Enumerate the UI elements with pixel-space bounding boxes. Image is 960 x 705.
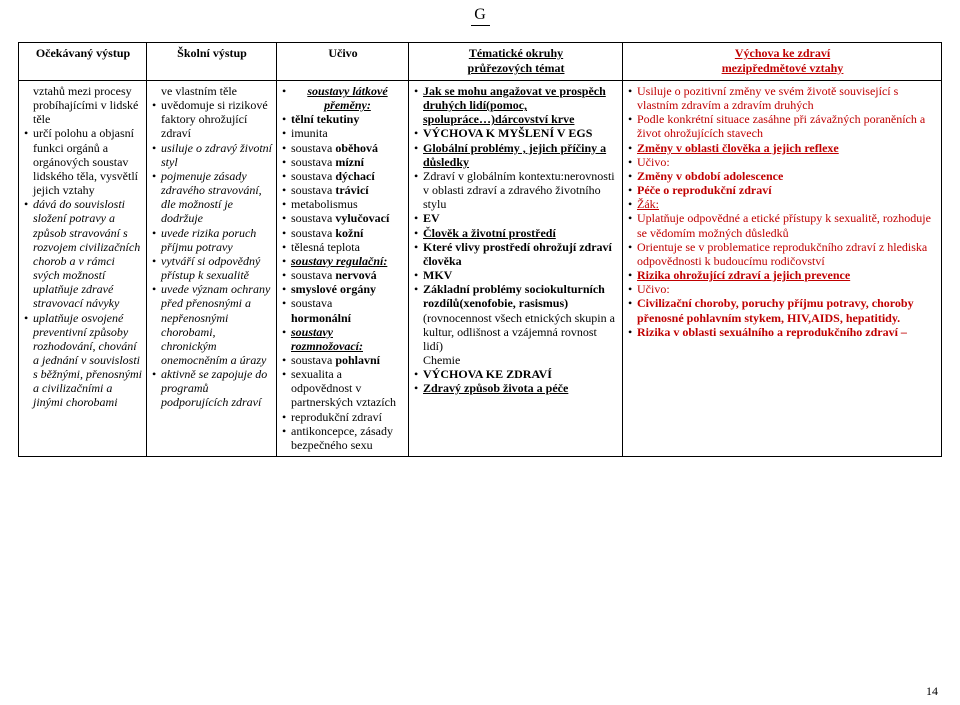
list-item: antikoncepce, zásady bezpečného sexu (282, 424, 404, 452)
cell-col5: Usiluje o pozitivní změny ve svém životě… (623, 81, 942, 457)
list-item: Rizika v oblasti sexuálního a reprodukčn… (628, 325, 937, 339)
cell-col3: soustavy látkové přeměny:tělní tekutinyi… (277, 81, 409, 457)
list-item: soustava vylučovací (282, 211, 404, 225)
list-item: soustava pohlavní (282, 353, 404, 367)
list-item: EV (414, 211, 618, 225)
cell-col1: vztahů mezi procesy probíhajícími v lids… (19, 81, 147, 457)
list-item: Uplatňuje odpovědné a etické přístupy k … (628, 211, 937, 239)
list-item: soustavyrozmnožovací: (282, 325, 404, 353)
list-item: soustava hormonální (282, 296, 404, 324)
list-item: Základní problémy sociokulturních rozdíl… (414, 282, 618, 353)
list-item: Globální problémy , jejich příčiny a důs… (414, 141, 618, 169)
list-item: tělní tekutiny (282, 112, 404, 126)
list-item: soustavy látkové přeměny: (282, 84, 404, 112)
list-item: Podle konkrétní situace zasáhne při záva… (628, 112, 937, 140)
list-item: uplatňuje osvojené preventivní způsoby r… (24, 311, 142, 410)
list-item: určí polohu a objasní funkci orgánů a or… (24, 126, 142, 197)
list-item: Změny v období adolescence (628, 169, 937, 183)
cell-col2: ve vlastním těleuvědomuje si rizikové fa… (147, 81, 277, 457)
logo-glyph: G (474, 6, 486, 23)
logo: G ⎺⎺ (18, 8, 942, 38)
header-col3: Učivo (277, 43, 409, 81)
list-item: Usiluje o pozitivní změny ve svém životě… (628, 84, 937, 112)
list-item: uvědomuje si rizikové faktory ohrožující… (152, 98, 272, 140)
list-item: dává do souvislosti složení potravy a zp… (24, 197, 142, 310)
list-item: Učivo: (628, 155, 937, 169)
list-item: Člověk a životní prostředí (414, 226, 618, 240)
list-item: Učivo: (628, 282, 937, 296)
list-item: imunita (282, 126, 404, 140)
list-item: Které vlivy prostředí ohrožují zdraví čl… (414, 240, 618, 268)
list-item: Chemie (414, 353, 618, 367)
header-col5: Výchova ke zdraví mezipředmětové vztahy (623, 43, 942, 81)
list-item: Jak se mohu angažovat ve prospěch druhýc… (414, 84, 618, 126)
list-item: Péče o reprodukční zdraví (628, 183, 937, 197)
list-item: reprodukční zdraví (282, 410, 404, 424)
list-item: smyslové orgány (282, 282, 404, 296)
list-item: soustava kožní (282, 226, 404, 240)
list-item: soustava mízní (282, 155, 404, 169)
list-item: vztahů mezi procesy probíhajícími v lids… (24, 84, 142, 126)
header-col4: Tématické okruhy průřezových témat (409, 43, 623, 81)
list-item: Civilizační choroby, poruchy příjmu potr… (628, 296, 937, 324)
list-item: soustava oběhová (282, 141, 404, 155)
list-item: soustava nervová (282, 268, 404, 282)
page-number: 14 (926, 684, 938, 699)
cell-col4: Jak se mohu angažovat ve prospěch druhýc… (409, 81, 623, 457)
list-item: tělesná teplota (282, 240, 404, 254)
list-item: soustavy regulační: (282, 254, 404, 268)
list-item: sexualita a odpovědnost v partnerských v… (282, 367, 404, 409)
list-item: soustava trávicí (282, 183, 404, 197)
list-item: vytváří si odpovědný přístup k sexualitě (152, 254, 272, 282)
header-col1: Očekávaný výstup (19, 43, 147, 81)
list-item: VÝCHOVA K MYŠLENÍ V EGS (414, 126, 618, 140)
list-item: uvede rizika poruch příjmu potravy (152, 226, 272, 254)
list-item: ve vlastním těle (152, 84, 272, 98)
list-item: usiluje o zdravý životní styl (152, 141, 272, 169)
list-item: Žák: (628, 197, 937, 211)
list-item: soustava dýchací (282, 169, 404, 183)
list-item: Rizika ohrožující zdraví a jejich preven… (628, 268, 937, 282)
header-col2: Školní výstup (147, 43, 277, 81)
list-item: uvede význam ochrany před přenosnými a n… (152, 282, 272, 367)
list-item: Zdravý způsob života a péče (414, 381, 618, 395)
list-item: pojmenuje zásady zdravého stravování, dl… (152, 169, 272, 226)
list-item: Orientuje se v problematice reprodukčníh… (628, 240, 937, 268)
list-item: VÝCHOVA KE ZDRAVÍ (414, 367, 618, 381)
list-item: Zdraví v globálním kontextu:nerovnosti v… (414, 169, 618, 211)
list-item: MKV (414, 268, 618, 282)
list-item: aktivně se zapojuje do programů podporuj… (152, 367, 272, 409)
list-item: metabolismus (282, 197, 404, 211)
curriculum-table: Očekávaný výstup Školní výstup Učivo Tém… (18, 42, 942, 457)
list-item: Změny v oblasti člověka a jejich reflexe (628, 141, 937, 155)
